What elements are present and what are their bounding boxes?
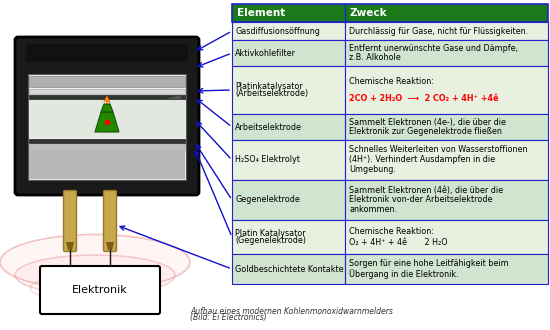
Bar <box>345 40 548 66</box>
Text: Chemische Reaktion:: Chemische Reaktion: <box>349 77 434 86</box>
Bar <box>29 89 185 94</box>
Bar <box>345 140 548 180</box>
Text: (4H⁺). Verhindert Ausdampfen in die: (4H⁺). Verhindert Ausdampfen in die <box>349 155 495 164</box>
Bar <box>232 114 345 140</box>
Text: Elektronik zur Gegenelektrode fließen: Elektronik zur Gegenelektrode fließen <box>349 127 502 136</box>
Text: Elektronik von-der Arbeitselektrode: Elektronik von-der Arbeitselektrode <box>349 195 492 205</box>
Bar <box>29 144 185 150</box>
Bar <box>29 76 185 87</box>
Polygon shape <box>95 112 119 132</box>
Text: (Gegenelektrode): (Gegenelektrode) <box>235 236 306 245</box>
Polygon shape <box>106 242 114 250</box>
Text: Durchlässig für Gase, nicht für Flüssigkeiten.: Durchlässig für Gase, nicht für Flüssigk… <box>349 26 528 36</box>
FancyBboxPatch shape <box>63 190 76 251</box>
Text: Chemische Reaktion:: Chemische Reaktion: <box>349 227 434 236</box>
Bar <box>232 220 345 254</box>
Bar <box>232 66 345 114</box>
Text: 2CO + 2H₂O  ⟶  2 CO₂ + 4H⁺ +4ê: 2CO + 2H₂O ⟶ 2 CO₂ + 4H⁺ +4ê <box>349 94 498 103</box>
Text: Entfernt unerwünschte Gase und Dämpfe,: Entfernt unerwünschte Gase und Dämpfe, <box>349 44 518 53</box>
Text: (Arbeitselektrode): (Arbeitselektrode) <box>235 89 308 98</box>
Text: Aufbau eines modernen Kohlenmonoxidwarnmelders: Aufbau eines modernen Kohlenmonoxidwarnm… <box>190 307 393 316</box>
Text: Elektronik: Elektronik <box>72 285 128 295</box>
Polygon shape <box>101 104 113 112</box>
Bar <box>232 140 345 180</box>
Bar <box>232 22 345 40</box>
Bar <box>345 254 548 284</box>
Bar <box>232 254 345 284</box>
Text: Gasdiffusionsöffnung: Gasdiffusionsöffnung <box>235 26 320 36</box>
Text: ankommen.: ankommen. <box>349 206 397 214</box>
FancyBboxPatch shape <box>103 190 117 251</box>
Text: Sammelt Elektronen (4e-), die über die: Sammelt Elektronen (4e-), die über die <box>349 118 506 127</box>
Text: Zweck: Zweck <box>350 8 388 18</box>
Text: O₂ + 4H⁺ + 4ê       2 H₂O: O₂ + 4H⁺ + 4ê 2 H₂O <box>349 238 448 247</box>
Text: Arbeitselektrode: Arbeitselektrode <box>235 122 302 131</box>
Text: Sammelt Elektronen (4ê), die über die: Sammelt Elektronen (4ê), die über die <box>349 185 503 194</box>
Bar <box>345 66 548 114</box>
Bar <box>232 40 345 66</box>
Bar <box>28 74 186 180</box>
Text: Übergang in die Elektronik.: Übergang in die Elektronik. <box>349 269 459 279</box>
Text: Aktivkohlefilter: Aktivkohlefilter <box>235 49 296 57</box>
Bar <box>29 150 185 179</box>
Ellipse shape <box>0 235 190 289</box>
Text: Platinkatalysator: Platinkatalysator <box>235 82 302 91</box>
Text: (Bild: Ei Electronics): (Bild: Ei Electronics) <box>190 313 267 322</box>
Bar <box>345 180 548 220</box>
Bar <box>232 4 548 22</box>
Bar <box>345 220 548 254</box>
Text: H₂SO₄ Elektrolyt: H₂SO₄ Elektrolyt <box>235 155 300 164</box>
Polygon shape <box>104 96 110 104</box>
Bar <box>232 180 345 220</box>
FancyBboxPatch shape <box>15 37 199 195</box>
Bar <box>29 100 185 138</box>
Text: Goldbeschichtete Kontakte: Goldbeschichtete Kontakte <box>235 265 344 274</box>
Bar <box>29 139 185 143</box>
Text: Element: Element <box>237 8 285 18</box>
Text: Umgebung.: Umgebung. <box>349 166 396 175</box>
Bar <box>29 95 185 99</box>
Polygon shape <box>66 242 74 250</box>
Text: Platin Katalysator: Platin Katalysator <box>235 229 306 238</box>
Text: Schnelles Weiterleiten von Wasserstoffionen: Schnelles Weiterleiten von Wasserstoffio… <box>349 146 527 154</box>
FancyBboxPatch shape <box>40 266 160 314</box>
Text: Sorgen für eine hohe Leitfähigkeit beim: Sorgen für eine hohe Leitfähigkeit beim <box>349 259 509 268</box>
Polygon shape <box>166 95 181 99</box>
Bar <box>345 22 548 40</box>
Ellipse shape <box>15 255 175 295</box>
Bar <box>26 44 188 62</box>
Text: Gegenelektrode: Gegenelektrode <box>235 195 300 205</box>
Bar <box>345 114 548 140</box>
Text: z.B. Alkohole: z.B. Alkohole <box>349 53 401 62</box>
